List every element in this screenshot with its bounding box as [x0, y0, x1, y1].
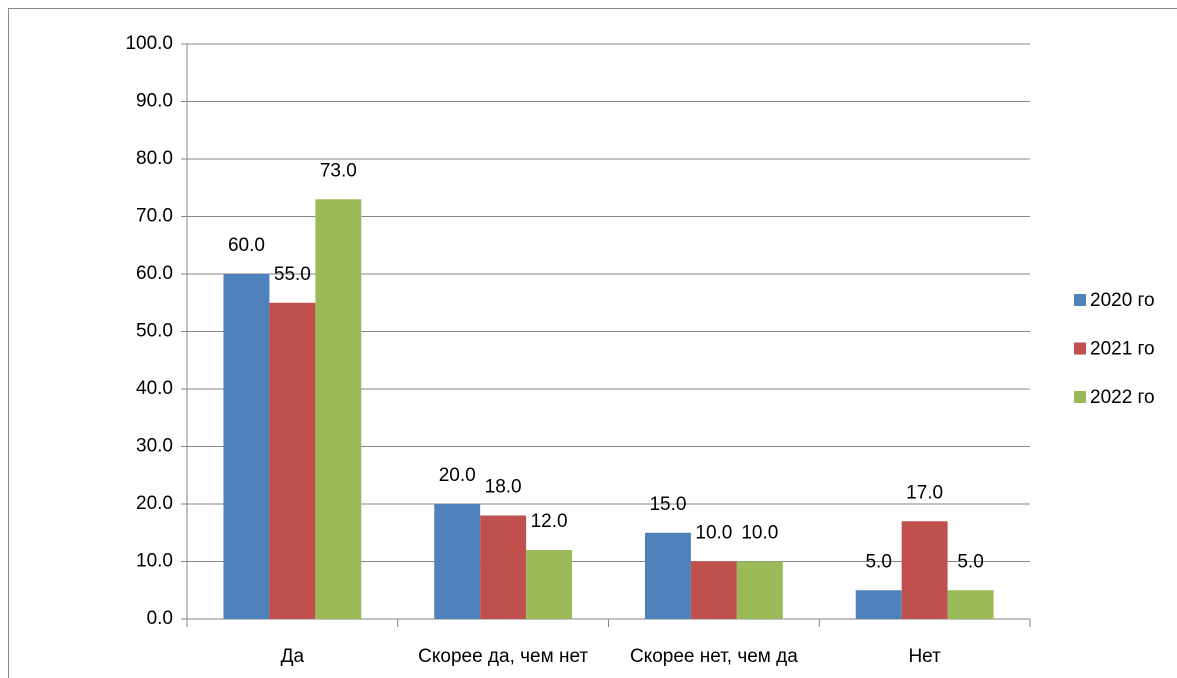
y-tick-label: 30.0 [136, 436, 173, 457]
bar [269, 302, 316, 619]
x-tick-label: Нет [908, 646, 941, 667]
value-label: 10.0 [741, 523, 778, 544]
value-label: 5.0 [865, 551, 891, 572]
chart-frame [8, 8, 1177, 678]
x-tick-label: Да [281, 646, 305, 667]
bar [223, 274, 270, 619]
y-tick-label: 100.0 [125, 33, 173, 54]
value-label: 18.0 [485, 477, 522, 498]
bar [947, 590, 994, 619]
y-tick-label: 20.0 [136, 493, 173, 514]
legend-swatch [1074, 342, 1086, 355]
value-label: 20.0 [439, 465, 476, 486]
x-tick-label: Скорее да, чем нет [418, 646, 588, 667]
y-tick-label: 40.0 [136, 378, 173, 399]
value-label: 12.0 [531, 511, 568, 532]
legend-label: 2021 го [1090, 339, 1155, 360]
bar [736, 561, 783, 619]
legend-label: 2020 го [1090, 290, 1155, 311]
x-tick-label: Скорее нет, чем да [630, 646, 798, 667]
legend-label: 2022 го [1090, 387, 1155, 408]
value-label: 15.0 [649, 494, 686, 515]
y-tick-label: 0.0 [147, 608, 173, 629]
y-tick-label: 60.0 [136, 263, 173, 284]
value-label: 17.0 [906, 482, 943, 503]
value-label: 10.0 [695, 523, 732, 544]
value-label: 5.0 [957, 551, 983, 572]
y-tick-label: 70.0 [136, 206, 173, 227]
bar [901, 521, 948, 619]
legend-swatch [1074, 391, 1086, 403]
value-label: 55.0 [274, 264, 311, 285]
y-tick-label: 10.0 [136, 551, 173, 572]
bar [526, 550, 573, 619]
bar [644, 532, 691, 619]
bar [434, 504, 481, 619]
y-tick-label: 50.0 [136, 321, 173, 342]
bar [855, 590, 902, 619]
legend-swatch [1074, 294, 1086, 306]
y-tick-label: 80.0 [136, 148, 173, 169]
y-tick-label: 90.0 [136, 91, 173, 112]
bar [480, 515, 527, 619]
bar [690, 561, 737, 619]
bar [315, 199, 362, 619]
value-label: 60.0 [228, 235, 265, 256]
value-label: 73.0 [320, 160, 357, 181]
